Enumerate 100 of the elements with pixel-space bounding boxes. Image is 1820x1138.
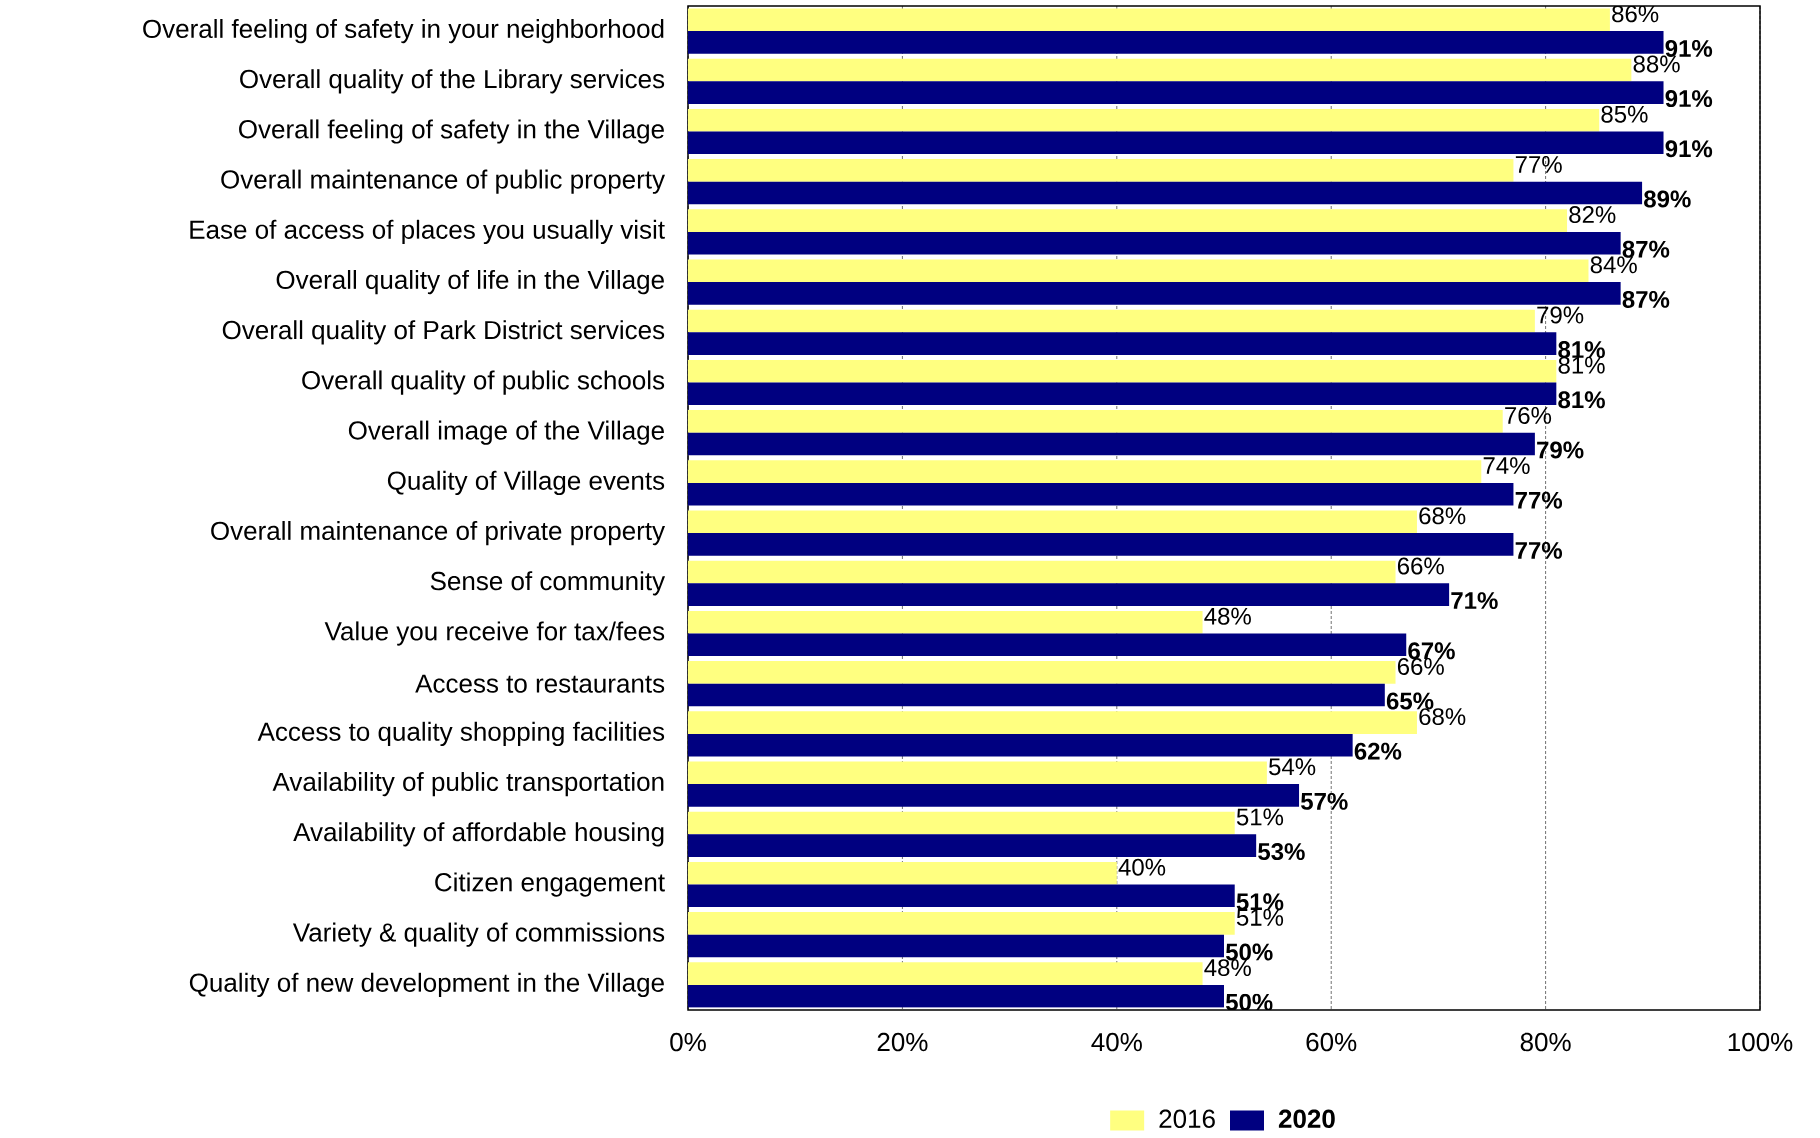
bar <box>688 108 1600 132</box>
bar <box>688 784 1300 807</box>
bar <box>688 984 1224 1008</box>
bar <box>688 410 1503 433</box>
data-label: 54% <box>1269 758 1316 776</box>
data-label: 50% <box>1225 993 1273 1011</box>
y-tick-label: Availability of public transportation <box>272 772 664 797</box>
data-label: 67% <box>1408 642 1455 660</box>
data-label: 65% <box>1386 692 1434 710</box>
bar <box>688 8 1610 32</box>
data-label: 77% <box>1515 156 1562 173</box>
data-label: 76% <box>1505 406 1552 424</box>
y-tick-label: Variety & quality of commissions <box>292 922 665 947</box>
bar <box>688 834 1257 857</box>
data-label: 71% <box>1451 592 1498 610</box>
y-tick-label: Access to restaurants <box>415 674 665 693</box>
y-tick-label: Citizen engagement <box>435 872 665 897</box>
x-tick-label: 40% <box>1091 1032 1142 1052</box>
bar <box>688 432 1535 456</box>
bar <box>688 460 1482 483</box>
data-label: 91% <box>1665 39 1713 57</box>
data-label: 81% <box>1558 341 1605 359</box>
y-tick-label: Value you receive for tax/fees <box>324 621 665 646</box>
data-label: 89% <box>1644 190 1691 208</box>
y-tick-label: Quality of new development in the Village <box>189 972 664 998</box>
y-tick-label: Overall quality of the Library services <box>240 69 665 94</box>
data-label: 53% <box>1258 843 1305 861</box>
bar <box>688 683 1385 707</box>
bar <box>688 912 1235 935</box>
x-tick-label: 100% <box>1728 1032 1793 1052</box>
data-label: 88% <box>1633 55 1680 73</box>
bar <box>688 962 1203 985</box>
y-tick-label: Sense of community <box>430 571 666 596</box>
bar <box>688 560 1396 584</box>
bar <box>688 761 1267 785</box>
data-label: 87% <box>1622 290 1670 308</box>
data-label: 79% <box>1537 306 1584 324</box>
bar <box>688 309 1535 333</box>
bar <box>688 332 1557 355</box>
data-label: 68% <box>1419 507 1466 525</box>
data-label: 48% <box>1204 607 1251 625</box>
y-tick-label: Quality of Village events <box>387 470 665 496</box>
legend-label: 2016 <box>1159 1109 1215 1128</box>
bar <box>688 510 1417 534</box>
y-tick-label: Access to quality shopping facilities <box>257 721 665 747</box>
bar <box>688 181 1643 205</box>
bar <box>688 711 1417 734</box>
data-label: 91% <box>1665 90 1713 108</box>
bar <box>688 733 1353 757</box>
bar <box>688 231 1621 255</box>
bar <box>688 633 1407 657</box>
data-label: 87% <box>1622 240 1670 258</box>
x-tick-label: 0% <box>670 1032 706 1052</box>
data-label: 62% <box>1354 742 1402 760</box>
bar <box>688 282 1621 305</box>
bar <box>688 159 1514 182</box>
x-tick-label: 20% <box>877 1032 928 1052</box>
y-tick-label: Overall maintenance of public property <box>221 169 665 194</box>
bar <box>688 583 1450 606</box>
bar <box>688 131 1664 155</box>
data-label: 48% <box>1204 959 1251 977</box>
data-label: 79% <box>1537 441 1584 459</box>
y-tick-label: Overall quality of public schools <box>302 370 665 395</box>
bar <box>688 661 1396 684</box>
data-label: 81% <box>1558 391 1605 409</box>
bar <box>688 382 1557 406</box>
bar <box>688 81 1664 104</box>
data-label: 51% <box>1236 808 1284 826</box>
data-label: 74% <box>1483 457 1530 475</box>
data-label: 81% <box>1558 356 1605 374</box>
x-tick-label: 80% <box>1520 1032 1571 1052</box>
bar <box>688 209 1568 232</box>
legend-label: 2020 <box>1278 1109 1335 1128</box>
bar <box>688 884 1235 908</box>
bar <box>688 482 1514 506</box>
data-label: 57% <box>1300 792 1348 810</box>
x-tick-label: 60% <box>1306 1032 1357 1052</box>
y-tick-label: Availability of affordable housing <box>293 822 664 847</box>
bar <box>688 934 1224 958</box>
data-label: 85% <box>1601 105 1648 123</box>
y-tick-label: Overall feeling of safety in your neighborhood <box>143 18 664 44</box>
data-label: 77% <box>1515 541 1563 559</box>
bar <box>688 811 1235 835</box>
bar <box>688 533 1514 556</box>
y-tick-label: Overall quality of life in the Village <box>276 269 664 295</box>
bar <box>688 259 1589 283</box>
data-label: 51% <box>1236 908 1284 926</box>
y-tick-label: Overall maintenance of private property <box>211 521 666 546</box>
data-label: 77% <box>1515 491 1563 509</box>
bar <box>688 31 1664 54</box>
data-label: 66% <box>1397 657 1444 675</box>
bar <box>688 861 1117 885</box>
data-label: 84% <box>1590 256 1637 274</box>
data-label: 68% <box>1419 708 1466 726</box>
data-label: 51% <box>1236 893 1284 911</box>
bar <box>688 610 1203 634</box>
y-tick-label: Overall feeling of safety in the Village <box>239 119 664 144</box>
data-label: 40% <box>1118 858 1166 876</box>
y-tick-label: Overall quality of Park District services <box>222 320 665 345</box>
data-label: 86% <box>1612 5 1659 23</box>
